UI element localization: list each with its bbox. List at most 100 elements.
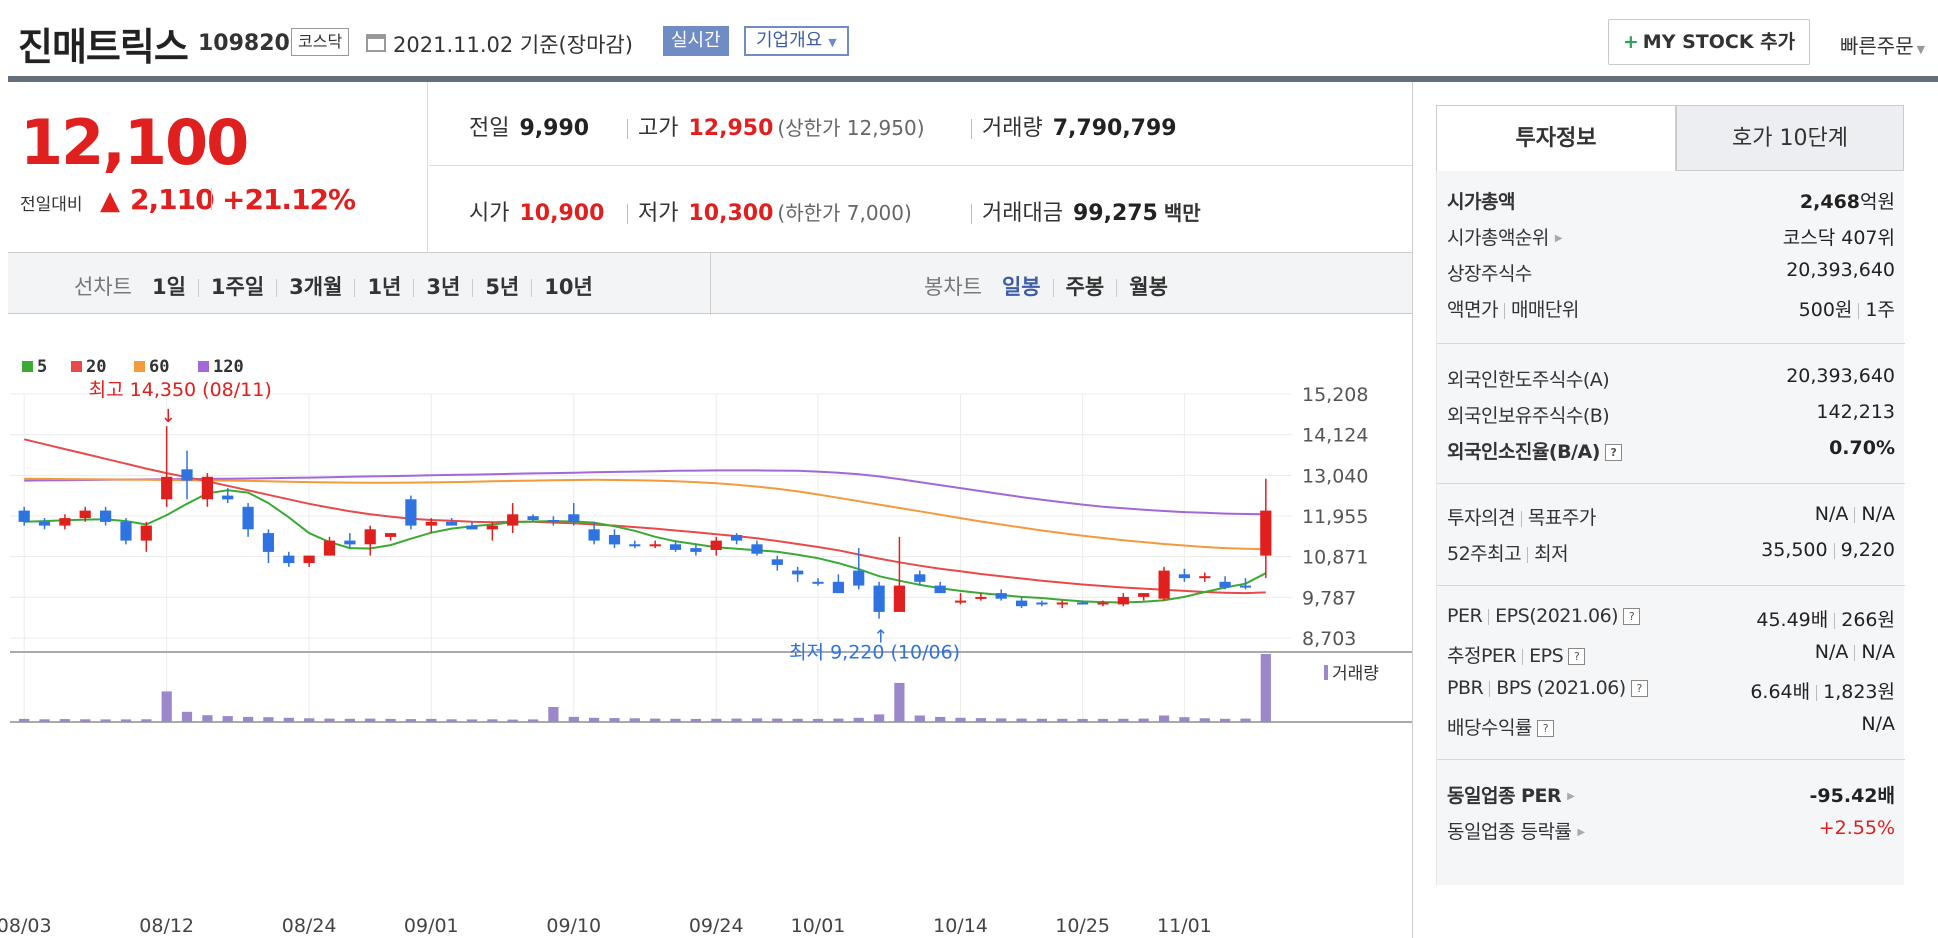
est-per-row: 추정PER EPS? N/A N/A — [1437, 635, 1905, 671]
period-tab[interactable]: 3개월 — [289, 275, 343, 299]
candle-body — [222, 495, 234, 500]
period-tab[interactable]: 1일 — [151, 275, 186, 299]
candle-body — [1016, 600, 1028, 607]
volume-bar — [874, 714, 885, 723]
opinion-number: N/A — [1814, 503, 1849, 525]
volume-bar — [1077, 718, 1088, 722]
sector-change-row[interactable]: 동일업종 등락률 ▶ +2.55% — [1437, 811, 1905, 847]
realtime-button[interactable]: 실시간 — [663, 26, 729, 56]
candle-body — [1239, 585, 1252, 588]
y-tick-label: 13,040 — [1302, 465, 1368, 487]
tab-order-book[interactable]: 호가 10단계 — [1676, 105, 1904, 171]
high-price: 고가 12,950 (상한가 12,950) — [627, 110, 925, 142]
candle-body — [486, 525, 498, 530]
foreign-hold-label: 외국인보유주식수(B) — [1447, 405, 1610, 427]
period-tabs: 선차트 1일 1주일 3개월 1년 3년 5년 10년 봉차트 일봉 주봉 월봉 — [8, 252, 1412, 315]
sector-per-row[interactable]: 동일업종 PER ▶ -95.42배 — [1437, 775, 1905, 811]
prev-close: 전일 9,990 — [469, 110, 589, 142]
volume-bar — [222, 716, 233, 722]
current-price: 12,100 — [20, 106, 249, 179]
volume: 거래량 7,790,799 — [971, 110, 1177, 142]
quick-order-button[interactable]: 빠른주문 ▼ — [1840, 30, 1925, 59]
candle-body — [547, 520, 559, 522]
dividend-value: N/A — [1861, 713, 1895, 735]
volume-bar — [344, 718, 355, 722]
foreign-ratio-row: 외국인소진율(B/A)? 0.70% — [1437, 431, 1905, 467]
week52-low-number: 9,220 — [1840, 539, 1895, 561]
period-tab[interactable]: 월봉 — [1129, 275, 1168, 299]
period-tab[interactable]: 1주일 — [210, 275, 265, 299]
volume-bar — [80, 719, 91, 722]
volume-bar — [812, 718, 824, 722]
candle-body — [100, 510, 112, 522]
candlestick-chart[interactable]: 15,208 14,124 13,040 11,955 10,871 9,787 8,703… — [0, 314, 1412, 938]
candle-body — [893, 585, 905, 612]
trade-unit-number: 1주 — [1865, 299, 1895, 321]
par-value-text: 액면가 — [1447, 299, 1498, 321]
quick-order-label: 빠른주문 — [1840, 34, 1914, 58]
calendar-icon — [366, 34, 386, 52]
volume-bar — [528, 719, 539, 722]
help-icon[interactable]: ? — [1630, 680, 1648, 697]
volume-bar — [1220, 718, 1231, 722]
volume-bar — [853, 717, 864, 723]
candle-body — [38, 521, 51, 526]
est-eps-text: EPS — [1529, 645, 1564, 667]
x-tick-label: 10/25 — [1055, 915, 1110, 937]
amount-label: 거래대금 — [982, 201, 1063, 226]
period-tab[interactable]: 일봉 — [1001, 275, 1041, 299]
separator — [1834, 612, 1836, 629]
candle-body — [1199, 576, 1211, 579]
candle-body — [1260, 510, 1272, 556]
separator — [1833, 542, 1835, 559]
panel-divider — [1412, 82, 1413, 938]
period-tab[interactable]: 10년 — [544, 275, 593, 299]
market-cap-number: 2,468 — [1799, 191, 1861, 213]
help-icon[interactable]: ? — [1568, 648, 1586, 665]
volume-bar — [1036, 718, 1047, 722]
high-value: 12,950 — [688, 116, 774, 141]
tab-separator — [531, 279, 533, 297]
candle-body — [975, 596, 987, 599]
foreign-limit-value: 20,393,640 — [1786, 365, 1895, 387]
foreign-limit-row: 외국인한도주식수(A) 20,393,640 — [1437, 359, 1905, 395]
period-tab[interactable]: 주봉 — [1065, 275, 1105, 299]
help-icon[interactable]: ? — [1536, 720, 1554, 737]
est-per-number: N/A — [1814, 641, 1849, 663]
volume-bar — [568, 716, 579, 722]
per-row: PER EPS(2021.06)? 45.49배 266원 — [1437, 599, 1905, 635]
sector-per-label: 동일업종 PER ▶ — [1447, 781, 1575, 808]
market-cap-rank-label: 시가총액순위 ▶ — [1447, 223, 1563, 250]
separator — [1858, 302, 1860, 319]
candle-body — [771, 559, 783, 565]
separator — [627, 204, 628, 224]
tab-investment-info[interactable]: 투자정보 — [1436, 105, 1676, 171]
candle-body — [1178, 574, 1190, 579]
low-annotation: 최저 9,220 (10/06) — [789, 642, 960, 664]
volume-bar — [507, 719, 518, 722]
candle-body — [954, 600, 967, 603]
help-icon[interactable]: ? — [1623, 608, 1641, 625]
candle-body — [1056, 602, 1068, 605]
week52-value: 35,500 9,220 — [1761, 539, 1895, 561]
help-icon[interactable]: ? — [1604, 444, 1622, 461]
market-cap-rank-row[interactable]: 시가총액순위 ▶ 코스닥 407위 — [1437, 217, 1905, 253]
candle-body — [792, 570, 804, 575]
volume-value: 7,790,799 — [1052, 116, 1177, 141]
separator — [1527, 546, 1529, 563]
company-overview-button[interactable]: 기업개요 ▼ — [744, 26, 849, 56]
x-tick-label: 11/01 — [1157, 915, 1212, 937]
period-tab[interactable]: 1년 — [367, 275, 402, 299]
candle-body — [1117, 596, 1129, 605]
x-tick-label: 09/24 — [689, 915, 744, 937]
separator — [1816, 684, 1818, 701]
separator — [1854, 506, 1856, 523]
period-tab[interactable]: 3년 — [426, 275, 461, 299]
add-mystock-button[interactable]: + MY STOCK 추가 — [1608, 19, 1810, 65]
separator — [1522, 648, 1524, 665]
change-separator — [211, 188, 212, 210]
opinion-row: 투자의견 목표주가 N/A N/A — [1437, 497, 1905, 533]
candle-body — [181, 469, 193, 481]
low-label: 저가 — [638, 201, 679, 226]
period-tab[interactable]: 5년 — [485, 275, 520, 299]
